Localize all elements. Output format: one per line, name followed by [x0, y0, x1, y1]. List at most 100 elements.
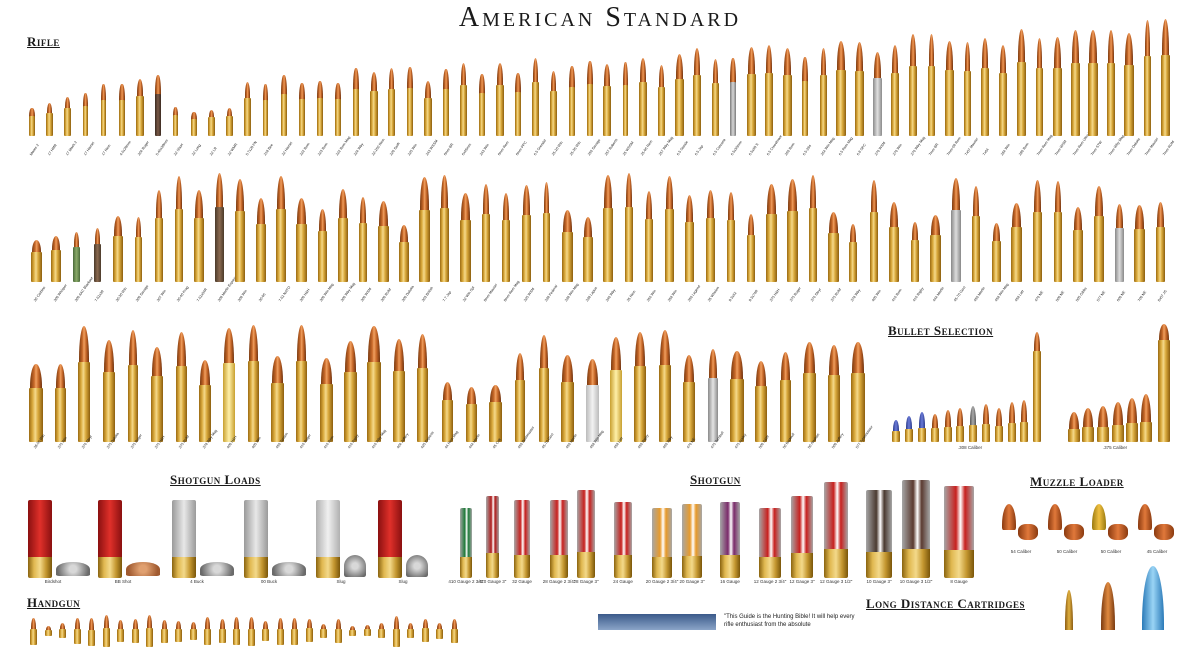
- cartridge: [1073, 207, 1083, 282]
- muzzle-loader-bullet: [1048, 500, 1086, 544]
- bullet-selection-panel: [892, 324, 1170, 442]
- cartridge: [1097, 406, 1109, 442]
- cartridge: [338, 189, 348, 282]
- cartridge: [51, 236, 61, 282]
- cartridge: [94, 228, 101, 282]
- cartridge: [873, 52, 882, 136]
- cartridge: [889, 202, 899, 282]
- shotgun-shell-label: 410 Gauge 3": [478, 579, 507, 584]
- cartridge: [393, 339, 405, 442]
- shotgun-load-shell: [98, 500, 122, 578]
- shotgun-shell: [652, 508, 672, 578]
- cartridge: [151, 347, 163, 442]
- cartridge: [828, 212, 839, 282]
- shotgun-load-shell: [378, 500, 402, 578]
- cartridge: [1011, 203, 1022, 282]
- shotgun-shell-label: 20 Gauge 2 3/4": [645, 579, 679, 584]
- cartridge: [981, 38, 989, 136]
- cartridge: [765, 45, 773, 136]
- cartridge: [905, 416, 913, 442]
- cartridge: [610, 337, 622, 442]
- cartridge: [176, 332, 187, 442]
- cartridge: [29, 364, 43, 442]
- section-title-muzzle-loader: Muzzle Loader: [1030, 474, 1124, 489]
- cartridge: [45, 626, 52, 636]
- cartridge: [378, 201, 389, 282]
- cartridge: [119, 84, 125, 136]
- shotgun-load-label: Birdshot: [44, 579, 62, 584]
- cartridge: [1008, 402, 1016, 442]
- cartridge: [1144, 20, 1151, 136]
- cartridge: [951, 178, 961, 282]
- shotgun-shell: [614, 502, 632, 578]
- cartridge: [803, 342, 816, 442]
- cartridge: [46, 103, 53, 136]
- cartridge: [603, 175, 613, 282]
- shotgun-shells-panel: 410 Gauge 2 3/4" 410 Gauge 3" 32 Gauge 28 G…: [448, 480, 974, 584]
- cartridge: [532, 58, 539, 136]
- cartridge: [296, 325, 307, 442]
- cartridge: [828, 345, 840, 442]
- cartridge: [489, 385, 502, 442]
- shotgun-load-label: BB Shot: [114, 579, 132, 584]
- bullet-selection-label-375: .375 Caliber: [1102, 445, 1128, 450]
- cartridge: [780, 352, 791, 442]
- cartridge: [851, 342, 865, 442]
- cartridge: [944, 410, 952, 442]
- cartridge: [419, 177, 430, 282]
- cartridge: [712, 59, 719, 136]
- shotgun-shell: [944, 486, 974, 578]
- cartridge: [727, 192, 735, 282]
- shotgun-shell-label: 20 Gauge 3": [679, 579, 705, 584]
- shotgun-load-label: 4 Buck: [190, 579, 204, 584]
- cartridge: [995, 408, 1003, 442]
- cartridge: [945, 41, 954, 136]
- cartridge: [1054, 181, 1062, 282]
- cartridge: [603, 64, 611, 136]
- cartridge: [359, 197, 367, 282]
- cartridge: [1134, 205, 1145, 282]
- shotgun-load-shell: [316, 500, 340, 578]
- shotgun-shell-label: 16 Gauge: [720, 579, 740, 584]
- cartridge: [451, 619, 458, 643]
- cartridge: [204, 617, 211, 645]
- cartridge: [101, 84, 106, 136]
- shotgun-shell-label: 8 Gauge: [950, 579, 968, 584]
- cartridge: [263, 84, 268, 136]
- cartridge: [522, 185, 531, 282]
- cartridge: [226, 108, 233, 136]
- cartridge: [543, 182, 550, 282]
- section-title-shotgun-loads: Shotgun Loads: [170, 472, 261, 487]
- cartridge: [244, 82, 251, 136]
- shotgun-shell-label: 28 Gauge 2 3/4": [542, 579, 576, 584]
- cartridge: [849, 224, 857, 282]
- cartridge: [155, 190, 163, 282]
- cartridge: [55, 364, 66, 442]
- cartridge: [291, 618, 298, 645]
- shotgun-load-label: 00 Buck: [260, 579, 278, 584]
- cartridge: [135, 217, 142, 282]
- cartridge: [1140, 394, 1152, 442]
- shotgun-shell: [486, 496, 499, 578]
- cartridge: [820, 48, 827, 136]
- cartridge: [175, 621, 182, 642]
- shotgun-shell-label: 10 Gauge 3 1/2": [899, 579, 933, 584]
- cartridge: [1053, 37, 1062, 136]
- cartridge: [191, 112, 197, 136]
- shotgun-load-shell: [172, 500, 196, 578]
- cartridge: [175, 176, 183, 282]
- cartridge: [194, 190, 204, 282]
- cartridge: [515, 353, 525, 442]
- cartridge: [422, 619, 429, 642]
- cartridge: [836, 41, 846, 136]
- cartridge: [128, 330, 138, 442]
- cartridge: [479, 74, 485, 136]
- shotgun-shell: [866, 490, 892, 578]
- book-cover-image: [598, 614, 716, 630]
- slug-projectile: [406, 555, 428, 577]
- cartridge: [1033, 180, 1042, 282]
- cartridge: [1156, 202, 1165, 282]
- cartridge: [783, 48, 792, 136]
- cartridge: [299, 83, 305, 136]
- cartridge: [215, 173, 224, 282]
